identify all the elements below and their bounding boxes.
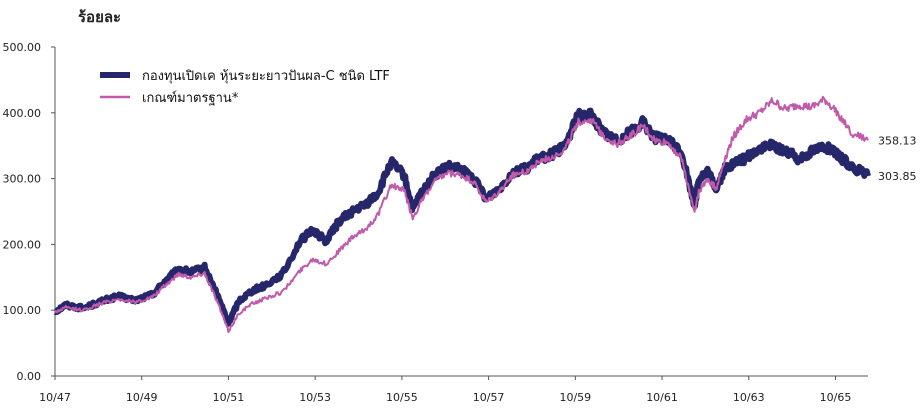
y-axis-unit-label: ร้อยละ [78,8,121,26]
x-tick-label: 10/53 [299,391,331,404]
series-line-fund [52,107,871,327]
x-tick-label: 10/49 [126,391,158,404]
y-tick-label: 300.00 [3,173,42,186]
legend: กองทุนเปิดเค หุ้นระยะยาวปันผล-C ชนิด LTF… [100,69,390,106]
x-tick-label: 10/47 [39,391,71,404]
y-tick-label: 200.00 [3,238,42,251]
end-value-label-benchmark: 358.13 [878,134,917,147]
x-tick-label: 10/57 [473,391,505,404]
y-tick-label: 0.00 [17,370,42,383]
x-tick-label: 10/63 [733,391,765,404]
legend-label-fund: กองทุนเปิดเค หุ้นระยะยาวปันผล-C ชนิด LTF [142,69,390,84]
x-tick-label: 10/61 [646,391,678,404]
x-tick-label: 10/59 [559,391,591,404]
y-tick-label: 100.00 [3,304,42,317]
end-value-label-fund: 303.85 [878,170,917,183]
x-tick-label: 10/55 [386,391,418,404]
y-axis: 0.00 100.00 200.00 300.00 400.00 500.00 [3,41,55,383]
x-axis: 10/47 10/49 10/51 10/53 10/55 10/57 10/59 10/61… [39,376,851,404]
x-tick-label: 10/65 [820,391,852,404]
legend-label-benchmark: เกณฑ์มาตรฐาน* [142,90,239,106]
x-tick-label: 10/51 [213,391,245,404]
y-tick-label: 400.00 [3,107,42,120]
y-tick-label: 500.00 [3,41,42,54]
series-line-benchmark [54,95,869,334]
